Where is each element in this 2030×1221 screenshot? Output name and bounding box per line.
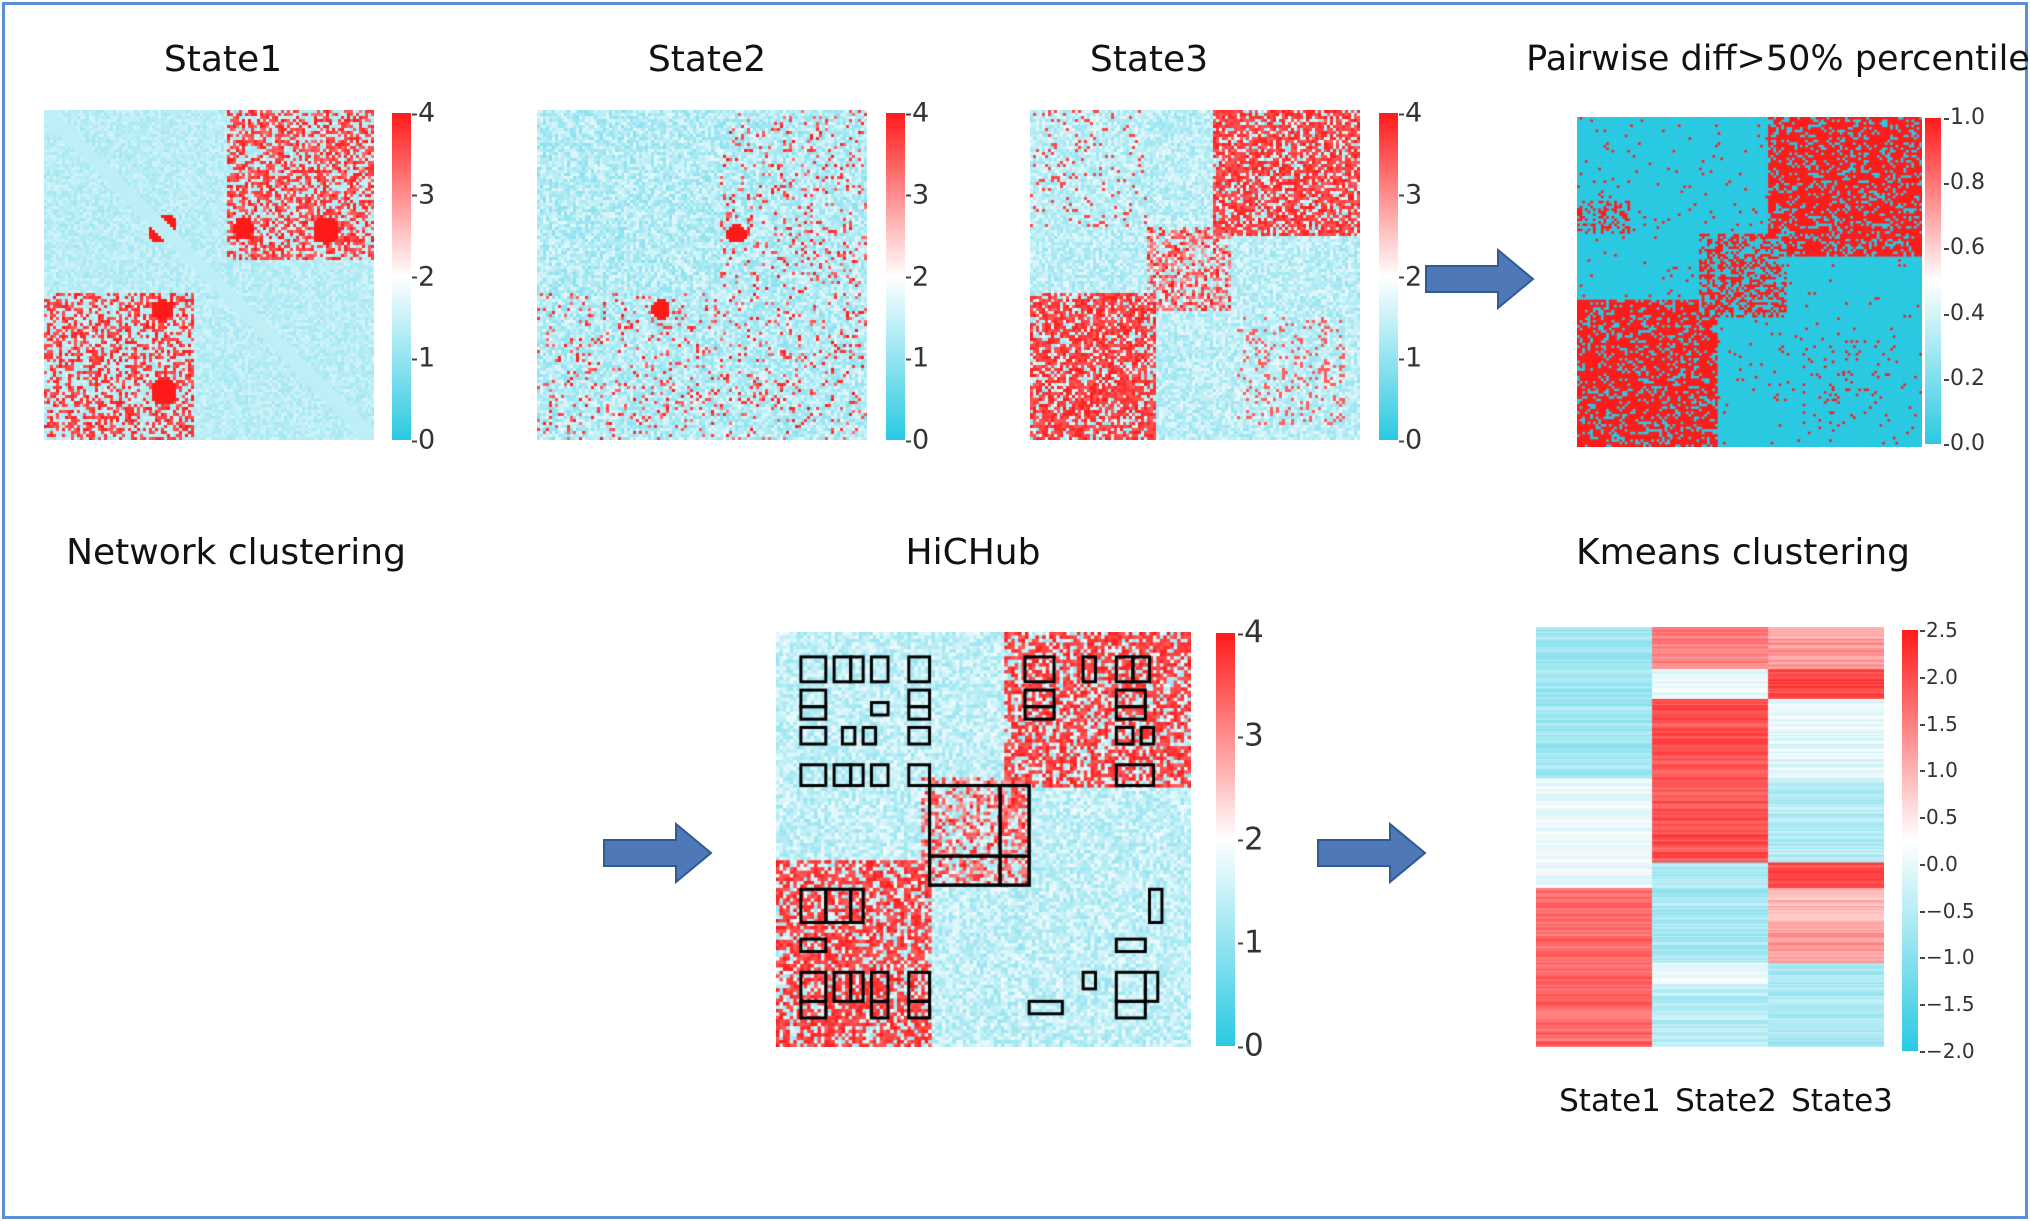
- title-pairwise: Pairwise diff>50% percentile: [1526, 39, 2030, 79]
- state3-heatmap: [1030, 110, 1360, 440]
- colorbar-tick-label: −0.5: [1920, 898, 1975, 923]
- colorbar-tick-label: 0.8: [1944, 170, 1985, 196]
- colorbar-tick-label: 0: [1238, 1027, 1264, 1064]
- colorbar-tick-label: −1.0: [1920, 945, 1975, 970]
- kmeans-colorbar: [1902, 630, 1918, 1051]
- colorbar-tick-label: 3: [1238, 717, 1264, 754]
- colorbar-tick-label: 0.6: [1944, 235, 1985, 261]
- pairwise-diff-heatmap: [1577, 117, 1922, 447]
- colorbar-tick-label: 1.0: [1944, 105, 1985, 130]
- kmeans-col-state1: State1: [1559, 1083, 1661, 1119]
- colorbar-tick-label: 2: [1398, 261, 1423, 292]
- colorbar-tick-label: 2: [411, 261, 436, 292]
- colorbar-tick-label: 3: [1398, 179, 1423, 211]
- colorbar-tick-label: 2.0: [1920, 664, 1958, 689]
- colorbar-tick-label: 1: [1398, 342, 1423, 374]
- colorbar-tick-label: 0: [1398, 424, 1423, 456]
- colorbar-tick-label: 4: [1238, 614, 1264, 651]
- state1-heatmap: [44, 110, 374, 440]
- kmeans-heatmap: [1536, 627, 1884, 1047]
- colorbar-tick-label: 4: [905, 97, 930, 129]
- colorbar-tick-label: 1: [905, 342, 930, 374]
- kmeans-col-state3: State3: [1791, 1083, 1893, 1119]
- hichub-heatmap: [776, 632, 1191, 1047]
- colorbar-tick-label: 1: [1238, 924, 1264, 961]
- colorbar-tick-label: −1.5: [1920, 992, 1975, 1017]
- colorbar-tick-label: 0.0: [1920, 851, 1958, 876]
- pairwise-colorbar: [1925, 118, 1941, 444]
- colorbar-tick-label: 0.0: [1944, 431, 1985, 456]
- colorbar-tick-label: 1.0: [1920, 758, 1958, 783]
- colorbar-tick-label: 2: [1238, 821, 1264, 857]
- hichub-colorbar: [1216, 633, 1235, 1046]
- title-state3: State3: [1089, 39, 1209, 80]
- title-state2: State2: [647, 39, 767, 80]
- colorbar-tick-label: 0.5: [1920, 805, 1958, 830]
- colorbar-tick-label: 2.5: [1920, 618, 1958, 642]
- right-arrow-icon: [1317, 822, 1427, 884]
- title-state1: State1: [163, 39, 283, 80]
- colorbar-tick-label: −2.0: [1920, 1039, 1975, 1063]
- state2-heatmap: [537, 110, 867, 440]
- title-network-clustering: Network clustering: [66, 532, 406, 573]
- kmeans-col-state2: State2: [1675, 1083, 1777, 1119]
- colorbar-tick-label: 3: [905, 179, 930, 211]
- state3-colorbar: [1379, 113, 1398, 440]
- state1-colorbar: [392, 113, 411, 440]
- colorbar-tick-label: 1: [411, 342, 436, 374]
- colorbar-tick-label: 0: [411, 424, 436, 456]
- title-hichub: HiCHub: [905, 532, 1041, 573]
- colorbar-tick-label: 3: [411, 179, 436, 211]
- colorbar-tick-label: 4: [411, 97, 436, 129]
- colorbar-tick-label: 1.5: [1920, 711, 1958, 736]
- colorbar-tick-label: 4: [1398, 97, 1423, 129]
- colorbar-tick-label: 0.2: [1944, 365, 1985, 391]
- title-kmeans-clustering: Kmeans clustering: [1575, 532, 1911, 573]
- right-arrow-icon: [603, 822, 713, 884]
- state2-colorbar: [886, 113, 905, 440]
- colorbar-tick-label: 0.4: [1944, 300, 1985, 326]
- colorbar-tick-label: 2: [905, 261, 930, 292]
- right-arrow-icon: [1425, 248, 1535, 310]
- colorbar-tick-label: 0: [905, 424, 930, 456]
